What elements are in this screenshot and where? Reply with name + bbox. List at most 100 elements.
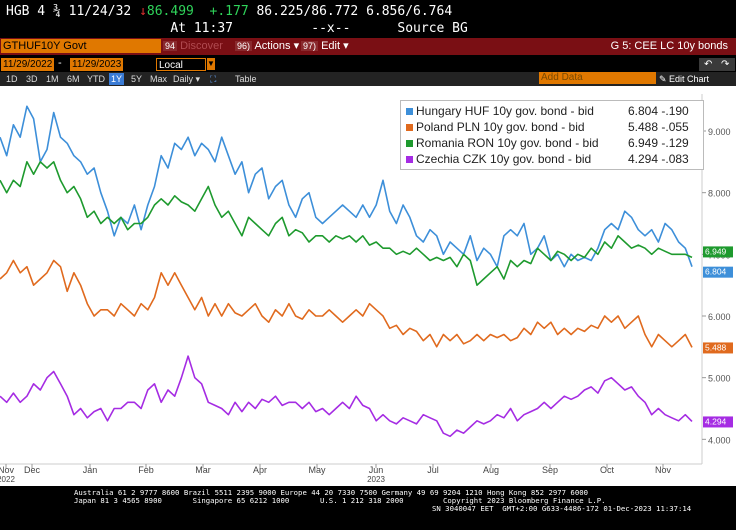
x-tick-label: Apr [253,465,267,475]
last-value-label: 5.488 [705,342,727,352]
period-1d[interactable]: 1D [6,74,18,84]
last-value-tag [703,342,733,354]
add-data-input[interactable]: Add Data [539,72,656,84]
currency-select[interactable]: Local CCY [156,58,206,84]
date-range-bar [0,56,736,72]
down-arrow-icon: ↓ [139,4,147,19]
legend-last: 4.294 [628,152,659,166]
x-tick-label: Dec [24,465,41,475]
x-tick-label: Aug [483,465,499,475]
y-tick-label: 5.000 [708,374,731,384]
actions-label: Actions ▾ [254,40,300,52]
start-date-field[interactable]: 11/29/2022 [1,58,55,71]
date-separator: - [58,57,62,69]
chart-legend: Hungary HUF 10y gov. bond - bid 6.804 -.1… [400,100,704,170]
table-button[interactable]: Table [235,74,257,84]
actions-menu-button[interactable]: 96) Actions ▾ [235,39,299,54]
quote-source: Source BG [397,21,468,36]
discover-button[interactable]: 94 Discover [163,39,223,54]
last-value-label: 6.804 [705,267,727,277]
period-5y[interactable]: 5Y [131,74,143,84]
edit-chart-button[interactable]: ✎ Edit Chart [659,74,710,84]
quote-header: HGB 4 ¾ 11/24/32 ↓86.499 +.177 86.225/86… [0,0,736,38]
end-date-field[interactable]: 11/29/2023 [70,58,124,71]
series-line [0,259,693,348]
discover-label: Discover [180,40,223,52]
yields: 6.856/6.764 [366,4,453,19]
line-chart[interactable]: 4.0005.0006.0007.0008.0009.000Nov2022Dec… [0,86,736,486]
y-tick-label: 8.000 [708,189,731,199]
quote-line: HGB 4 ¾ 11/24/32 ↓86.499 +.177 86.225/86… [6,4,452,19]
edit-number: 97) [301,41,319,51]
footer: Australia 61 2 9777 8600 Brazil 5511 239… [0,486,736,530]
series-line [0,161,693,286]
edit-menu-button[interactable]: 97) Edit ▾ [301,39,349,54]
security-ticker: HGB 4 ¾ 11/24/32 [6,4,132,19]
legend-change: -.190 [661,104,689,118]
footer-line-2: Japan 81 3 4565 8900 Singapore 65 6212 1… [74,496,606,505]
page-label: G 5: CEE LC 10y bonds [610,40,728,52]
legend-last: 6.804 [628,104,659,118]
x-tick-label: Jul [427,465,439,475]
legend-series-name: Hungary HUF 10y gov. bond - bid [416,104,594,118]
legend-series-name: Poland PLN 10y gov. bond - bid [416,120,585,134]
legend-entry[interactable]: Hungary HUF 10y gov. bond - bid 6.804 -.1… [406,104,689,119]
security-input[interactable]: GTHUF10Y Govt [1,39,161,53]
x-tick-label: 2023 [367,475,385,484]
x-tick-label: Mar [195,465,211,475]
chart-type-icon[interactable]: ⛶ [210,74,217,84]
undo-icon[interactable]: ↶ [704,59,713,70]
x-tick-label: Sep [542,465,558,475]
period-3d[interactable]: 3D [26,74,38,84]
last-value-tag [703,246,733,258]
chevron-down-icon[interactable]: ▼ [207,58,215,70]
footer-line-1: Australia 61 2 9777 8600 Brazil 5511 239… [74,488,588,497]
series-line [0,105,693,268]
redo-icon[interactable]: ↷ [721,59,730,70]
legend-entry[interactable]: Romania RON 10y gov. bond - bid 6.949 -.1… [406,136,689,151]
actions-number: 96) [235,41,253,51]
y-tick-label: 4.000 [708,435,731,445]
legend-series-name: Romania RON 10y gov. bond - bid [416,136,599,150]
x-tick-label: Oct [600,465,615,475]
period-ytd[interactable]: YTD [87,74,105,84]
period-6m[interactable]: 6M [67,74,80,84]
last-value-label: 6.949 [705,246,727,256]
discover-number: 94 [163,41,178,51]
x-tick-label: May [308,465,326,475]
legend-swatch [406,124,413,132]
legend-entry[interactable]: Czechia CZK 10y gov. bond - bid 4.294 -.0… [406,152,689,167]
x-tick-label: Nov [655,465,672,475]
legend-swatch [406,156,413,164]
edit-label: Edit ▾ [321,40,349,52]
legend-last: 6.949 [628,136,659,150]
series-line [0,355,693,438]
quote-time: At 11:37 [170,21,233,36]
period-max[interactable]: Max [150,74,168,84]
period-1m[interactable]: 1M [46,74,59,84]
legend-change: -.129 [661,136,689,150]
x-tick-label: 2022 [0,475,15,484]
x-tick-label: Jan [83,465,98,475]
last-value-tag [703,266,733,278]
last-value-tag [703,416,733,428]
last-value-label: 4.294 [705,416,727,426]
price-change: +.177 [209,4,249,19]
y-tick-label: 9.000 [708,127,731,137]
legend-swatch [406,108,413,116]
bid-ask: 86.225/86.772 [256,4,359,19]
legend-swatch [406,140,413,148]
y-tick-label: 6.000 [708,312,731,322]
frequency-select[interactable]: Daily ▾ [173,74,201,84]
title-bar [0,38,736,55]
x-tick-label: Feb [138,465,154,475]
last-price: 86.499 [146,4,194,19]
undo-redo-group: ↶ ↷ [699,58,735,71]
legend-entry[interactable]: Poland PLN 10y gov. bond - bid 5.488 -.05… [406,120,689,135]
period-1y[interactable]: 1Y [109,73,125,85]
quote-dashes: --x-- [311,21,351,36]
legend-last: 5.488 [628,120,659,134]
x-tick-label: Jun [369,465,384,475]
legend-change: -.083 [661,152,689,166]
x-tick-label: Nov [0,465,14,475]
